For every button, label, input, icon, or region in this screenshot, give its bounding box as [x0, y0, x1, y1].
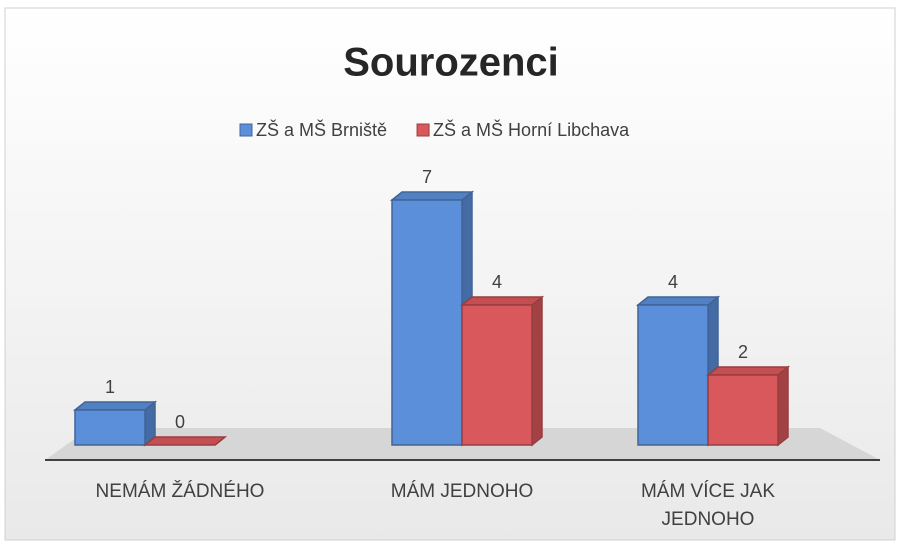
- bar-face: [777, 365, 789, 447]
- bar-face: [637, 304, 709, 446]
- legend-label: ZŠ a MŠ Horní Libchava: [433, 119, 630, 140]
- bar: [389, 190, 475, 447]
- bar: [635, 295, 721, 447]
- legend-swatch: [239, 123, 253, 137]
- data-label: 4: [668, 272, 678, 292]
- chart-title: Sourozenci: [343, 41, 559, 85]
- x-tick-label: MÁM JEDNOHO: [390, 481, 534, 502]
- bar: [72, 400, 158, 447]
- bar-face: [72, 401, 158, 411]
- x-tick-label: NEMÁM ŽÁDNÉHO: [95, 481, 265, 502]
- bar-face: [707, 374, 779, 446]
- bar: [705, 365, 791, 447]
- x-tick-label: MÁM VÍCE JAK JEDNOHO: [640, 481, 776, 530]
- bar: [459, 295, 545, 447]
- bar-face: [142, 436, 228, 446]
- bar-face: [391, 199, 463, 446]
- bar-face: [459, 296, 545, 306]
- legend-label: ZŠ a MŠ Brniště: [256, 119, 387, 140]
- bar-face: [461, 304, 533, 446]
- legend-swatch: [416, 123, 430, 137]
- bar-face: [705, 366, 791, 376]
- bar-face: [531, 295, 543, 447]
- data-label: 2: [738, 342, 748, 362]
- data-label: 4: [492, 272, 502, 292]
- data-label: 0: [175, 412, 185, 432]
- data-label: 7: [422, 167, 432, 187]
- bar-face: [635, 296, 721, 306]
- bar: [142, 436, 228, 446]
- bar-face: [389, 191, 475, 201]
- data-label: 1: [105, 377, 115, 397]
- bar-face: [74, 409, 146, 446]
